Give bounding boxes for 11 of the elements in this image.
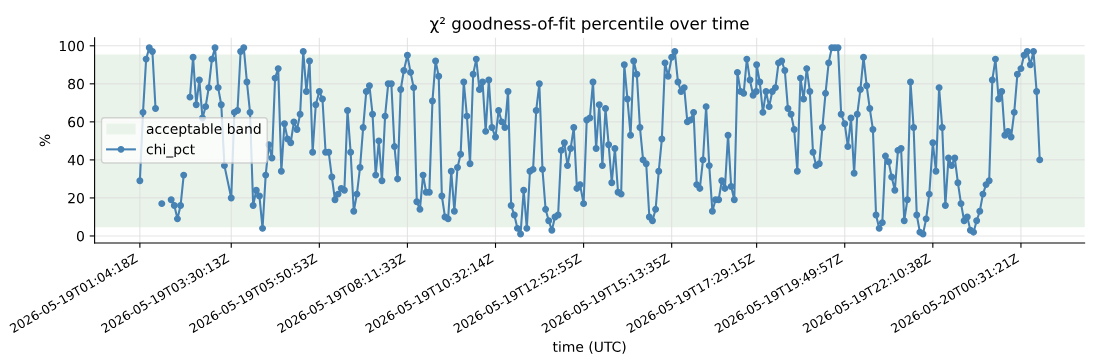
y-tick-label: 0 [76,230,84,242]
y-tick-label: 20 [68,192,84,204]
y-tick-label: 100 [59,40,84,52]
y-axis-title: % [39,134,51,147]
x-axis-title: time (UTC) [552,341,626,354]
y-tick-label: 80 [68,78,84,90]
chart-title: χ² goodness-of-fit percentile over time [430,16,749,33]
y-tick-label: 60 [68,116,84,128]
band-label: acceptable band [146,123,261,137]
y-tick-label: 40 [67,154,84,166]
legend-label: chi_pct [146,143,195,158]
